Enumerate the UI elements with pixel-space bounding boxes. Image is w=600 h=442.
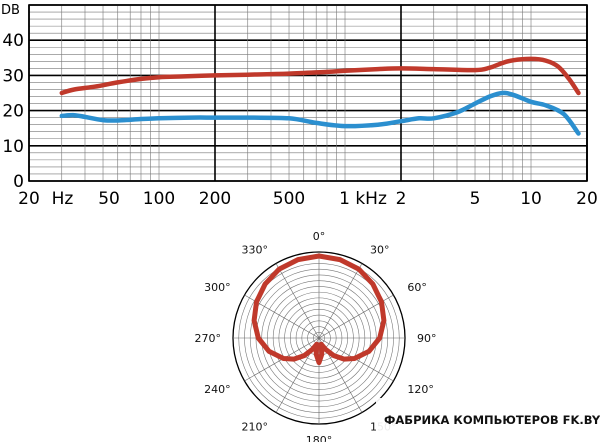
polar-angle-label: 240° — [204, 383, 231, 396]
y-tick-label: 20 — [2, 102, 24, 122]
plot-frame — [28, 4, 588, 182]
polar-angle-label: 0° — [313, 230, 326, 243]
x-tick-label: 100 — [143, 189, 175, 209]
y-tick-label: 10 — [2, 137, 24, 157]
polar-angle-label: 300° — [204, 281, 231, 294]
frequency-response-chart: DB 0 10 20 30 40 20 Hz 50 100 200 500 1 kHz 2 5 10 20 — [1, 3, 598, 209]
polar-angle-label: 30° — [370, 244, 390, 257]
polar-angle-label: 120° — [407, 383, 434, 396]
polar-angle-label: 270° — [195, 332, 222, 345]
polar-pattern-line-1 — [251, 253, 387, 366]
polar-series-group — [251, 253, 387, 366]
y-tick-label: 30 — [2, 66, 24, 86]
frequency-tick-labels: DB 0 10 20 30 40 20 Hz 50 100 200 500 1 kHz 2 5 10 20 — [1, 3, 598, 209]
y-tick-label: 0 — [13, 172, 24, 192]
polar-angle-label: 90° — [417, 332, 437, 345]
polar-angle-label: 60° — [407, 281, 427, 294]
series-line-2 — [59, 90, 581, 136]
polar-angle-label: 180° — [306, 434, 333, 442]
watermark: ФАБРИКА КОМПЬЮТЕРОВ FK.BY — [376, 398, 600, 442]
series-line-1 — [59, 56, 581, 96]
x-tick-label: 5 — [470, 189, 481, 209]
x-tick-label: 50 — [98, 189, 120, 209]
x-tick-label: 1 kHz — [339, 189, 387, 209]
x-tick-label: 10 — [520, 189, 542, 209]
polar-grid — [232, 251, 406, 425]
frequency-grid — [28, 4, 588, 182]
polar-spoke — [318, 263, 363, 339]
x-tick-label: 20 — [576, 189, 598, 209]
x-tick-label: 20 — [18, 189, 40, 209]
polar-angle-labels: 0°30°60°90°120°150°180°210°240°270°300°3… — [195, 230, 437, 442]
x-tick-label: 200 — [199, 189, 231, 209]
x-tick-label: 2 — [396, 189, 407, 209]
watermark-text: ФАБРИКА КОМПЬЮТЕРОВ FK.BY — [384, 413, 600, 427]
frequency-series-group — [59, 56, 581, 136]
y-axis-label: DB — [1, 3, 20, 18]
polar-angle-label: 330° — [242, 244, 269, 257]
x-tick-label: Hz — [52, 189, 74, 209]
y-tick-label: 40 — [2, 31, 24, 51]
x-tick-label: 500 — [273, 189, 305, 209]
polar-angle-label: 210° — [242, 420, 269, 433]
polar-spoke — [275, 263, 320, 339]
